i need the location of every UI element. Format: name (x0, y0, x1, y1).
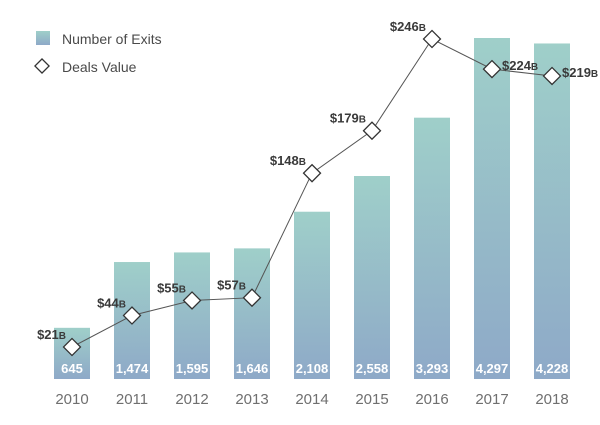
bar-label-2016: 3,293 (416, 361, 449, 376)
deals-value-label-2013: $57B (217, 278, 246, 293)
deals-value-labels: $21B $44B $55B $57B $148B $179B $246B $224B $219… (37, 19, 598, 342)
bars (54, 38, 570, 380)
bar-label-2011: 1,474 (116, 361, 149, 376)
bar-label-2012: 1,595 (176, 361, 209, 376)
x-tick-2017: 2017 (475, 391, 508, 408)
x-tick-2018: 2018 (535, 391, 568, 408)
deals-value-label-2011: $44B (97, 296, 126, 311)
x-tick-2014: 2014 (295, 391, 328, 408)
x-axis-ticks: 2010 2011 2012 2013 2014 2015 2016 2017 2018 (55, 391, 568, 408)
bar-label-2013: 1,646 (236, 361, 269, 376)
x-tick-2013: 2013 (235, 391, 268, 408)
bar-2013 (234, 248, 270, 379)
deals-marker-2018 (542, 66, 562, 86)
legend: Number of Exits Deals Value (34, 31, 162, 75)
bar-2014 (294, 211, 330, 379)
legend-label-exits: Number of Exits (62, 31, 162, 47)
bar-label-2010: 645 (61, 361, 83, 376)
bar-2018 (534, 43, 570, 380)
deals-value-label-2017: $224B (502, 58, 538, 73)
bar-2015 (354, 176, 390, 379)
deals-marker-2011 (122, 306, 142, 325)
legend-marker-deals (34, 58, 50, 74)
bar-label-2014: 2,108 (296, 361, 329, 376)
x-tick-2015: 2015 (355, 391, 388, 408)
deals-value-label-2018: $219B (562, 65, 598, 80)
bar-label-2015: 2,558 (356, 361, 389, 376)
x-tick-2016: 2016 (415, 391, 448, 408)
deals-value-label-2012: $55B (157, 280, 186, 295)
deals-marker-2013 (242, 288, 262, 308)
bar-labels: 645 1,474 1,595 1,646 2,108 2,558 3,293 4,297 4,… (61, 361, 568, 376)
deals-marker-2012 (182, 291, 202, 310)
deals-marker-2010 (62, 337, 82, 357)
deals-value-label-2014: $148B (270, 153, 306, 168)
deals-marker-2016 (422, 29, 442, 49)
deals-value-label-2010: $21B (37, 327, 66, 342)
legend-swatch-exits (36, 31, 50, 45)
legend-label-deals: Deals Value (62, 59, 137, 75)
bar-2012 (174, 252, 210, 379)
x-tick-2012: 2012 (175, 391, 208, 408)
deals-markers (62, 29, 562, 357)
bar-label-2018: 4,228 (536, 361, 569, 376)
bar-label-2017: 4,297 (476, 361, 509, 376)
deals-marker-2017 (482, 59, 502, 79)
bar-2017 (474, 38, 510, 379)
x-tick-2010: 2010 (55, 391, 88, 408)
deals-value-label-2015: $179B (330, 111, 366, 126)
deals-value-label-2016: $246B (390, 19, 426, 34)
bar-2016 (414, 117, 450, 380)
deals-marker-2014 (302, 163, 322, 183)
deals-marker-2015 (362, 121, 382, 141)
x-tick-2011: 2011 (116, 391, 148, 408)
